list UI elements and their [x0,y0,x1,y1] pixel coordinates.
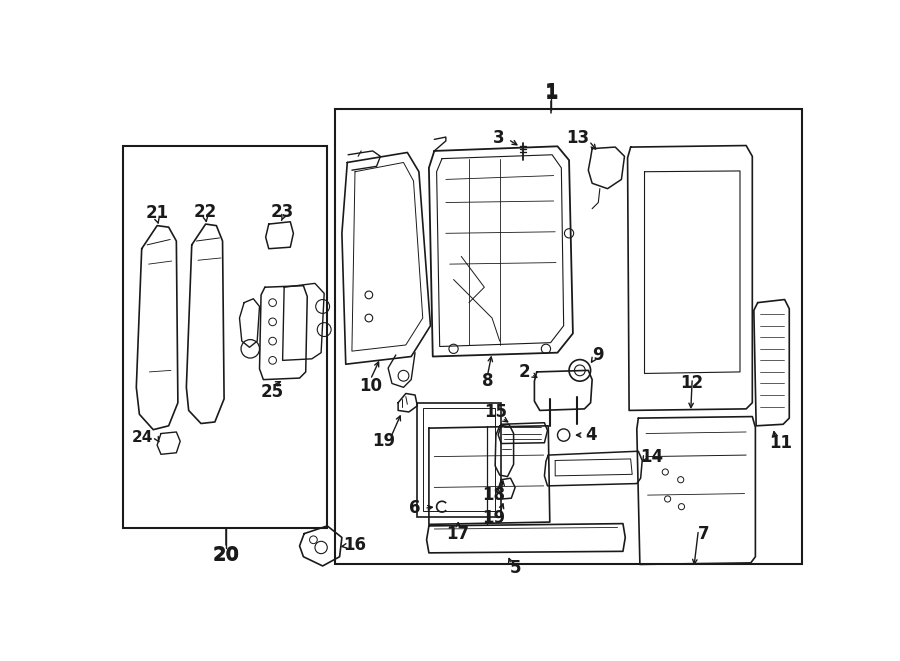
Bar [335,108,803,564]
Text: 22: 22 [194,203,217,221]
Text: 9: 9 [592,346,604,364]
Text: 8: 8 [482,372,493,390]
Text: 2: 2 [518,363,530,381]
Text: 7: 7 [698,525,709,543]
Text: 24: 24 [132,430,153,445]
Text: 18: 18 [482,486,505,504]
Text: 4: 4 [585,426,597,444]
Text: 15: 15 [484,403,508,421]
Text: 10: 10 [359,377,382,395]
Bar [423,408,495,512]
Text: 5: 5 [509,559,521,577]
Text: 14: 14 [640,447,663,465]
Text: 3: 3 [493,129,505,147]
Text: 20: 20 [212,545,239,564]
Text: 20: 20 [212,547,239,565]
Text: 23: 23 [271,203,294,221]
Text: 11: 11 [770,434,792,451]
Bar [418,403,500,517]
Text: 1: 1 [544,84,558,102]
Text: 13: 13 [566,129,590,147]
Text: 21: 21 [146,204,168,222]
Text: 6: 6 [410,499,421,517]
Text: 19: 19 [482,509,505,527]
Text: 1: 1 [544,82,558,101]
Bar [123,145,328,528]
Text: 25: 25 [261,383,284,401]
Text: 19: 19 [373,432,396,450]
Text: 16: 16 [344,536,366,554]
Text: 17: 17 [446,525,470,543]
Text: 12: 12 [680,375,704,393]
